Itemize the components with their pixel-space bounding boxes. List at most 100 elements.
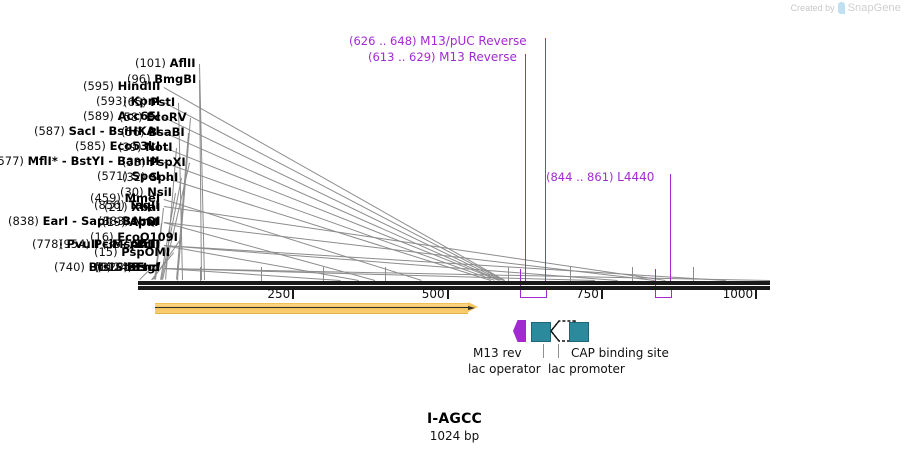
enzyme-position: (593) xyxy=(96,94,131,108)
enzyme-label: (585) Eco53kI xyxy=(75,139,160,153)
enzyme-position: (571) xyxy=(97,169,132,183)
orf-arrow xyxy=(155,302,478,314)
enzyme-label: (838) EarI - SapI - BspQI xyxy=(8,214,160,228)
enzyme-name: NsiI xyxy=(147,185,172,199)
ruler-minor-tick xyxy=(570,267,572,281)
enzyme-name: BstYI xyxy=(70,154,105,168)
enzyme-label: (577) MflI* - BstYI - BamHI xyxy=(0,154,160,168)
snapgene-credit: Created by SnapGene xyxy=(791,2,901,14)
cap-binding-site-glyph[interactable] xyxy=(569,322,589,342)
enzyme-name: SphI xyxy=(149,170,179,184)
enzyme-name: BamHI xyxy=(117,154,160,168)
enzyme-position: (595) xyxy=(83,79,118,93)
enzyme-label: (58) EcoRV xyxy=(119,110,187,124)
enzyme-label: (954) PciI - AflIII xyxy=(59,237,160,251)
feature-vertical-line xyxy=(545,38,546,281)
m13-rev-glyph[interactable] xyxy=(513,320,526,342)
legend-connector xyxy=(543,344,544,358)
enzyme-name: NruI xyxy=(132,214,161,228)
enzyme-label: (587) SacI - BsiHKAI xyxy=(34,124,160,138)
enzyme-name: PstI xyxy=(150,95,176,109)
enzyme-label: (19) ApaI xyxy=(102,215,158,229)
enzyme-position: (585) xyxy=(75,139,110,153)
enzyme-label: (593) KpnI xyxy=(96,94,160,108)
enzyme-name: ApaI xyxy=(129,215,159,229)
ruler-minor-tick xyxy=(384,267,386,281)
enzyme-position: (65) xyxy=(123,95,151,109)
enzyme-position: (30) xyxy=(120,185,148,199)
enzyme-name: BmgBI xyxy=(154,72,197,86)
enzyme-label: (0) Start xyxy=(95,260,148,274)
feature-annotation-label: (844 .. 861) L4440 xyxy=(546,170,654,184)
enzyme-name: Eco53kI xyxy=(109,139,161,153)
enzyme-label: (1024) End xyxy=(94,260,160,274)
ruler-minor-tick xyxy=(261,267,263,281)
enzyme-position: (33) xyxy=(122,155,150,169)
l4440-bracket xyxy=(655,290,672,298)
enzyme-position: (21) xyxy=(104,200,132,214)
ruler-minor-tick xyxy=(323,267,325,281)
enzyme-position: (383) xyxy=(98,214,133,228)
feature-annotation-label: (626 .. 648) M13/pUC Reverse xyxy=(349,34,527,48)
ruler-minor-tick xyxy=(631,267,633,281)
enzyme-separator: - xyxy=(68,214,81,228)
enzyme-name: NotI xyxy=(145,140,173,154)
enzyme-label: (101) AflII xyxy=(135,56,196,70)
enzyme-separator: - xyxy=(113,260,127,274)
ruler-major-tick xyxy=(600,290,603,299)
enzyme-position: (328) xyxy=(97,260,132,274)
enzyme-label: (65) PstI xyxy=(123,95,175,109)
enzyme-position: (856) xyxy=(94,198,129,212)
enzyme-name: XbaI xyxy=(131,200,161,214)
enzyme-name: TaqII xyxy=(128,198,160,212)
feature-range: (844 .. 861) xyxy=(546,170,618,184)
feature-vertical-line xyxy=(525,54,526,281)
ruler-major-tick xyxy=(446,290,449,299)
feature-name: L4440 xyxy=(617,170,655,184)
enzyme-separator: - xyxy=(109,214,123,228)
enzyme-position: (357) xyxy=(102,237,137,251)
enzyme-name: PspXI xyxy=(149,155,186,169)
enzyme-position: (778) xyxy=(32,237,67,251)
enzyme-position: (39) xyxy=(118,140,146,154)
enzyme-name: BtsαI xyxy=(126,260,161,274)
m13-puc-reverse-bracket xyxy=(520,290,547,298)
orf-arrowhead-core xyxy=(468,306,475,310)
enzyme-name: AflIII xyxy=(129,237,161,251)
enzyme-separator: - xyxy=(117,237,130,251)
enzyme-name: End xyxy=(135,260,161,274)
lac-operator-glyph[interactable] xyxy=(531,322,551,342)
enzyme-position: (101) xyxy=(135,56,170,70)
plasmid-length: 1024 bp xyxy=(429,429,480,443)
enzyme-name: PciI xyxy=(93,237,118,251)
enzyme-name: BsaBI xyxy=(148,125,185,139)
enzyme-position: (577) xyxy=(0,154,24,168)
enzyme-position: (1024) xyxy=(94,260,136,274)
enzyme-position: (56) xyxy=(121,125,149,139)
credit-brand: SnapGene xyxy=(847,2,901,14)
credit-prefix: Created by xyxy=(790,3,835,13)
orf-center-line xyxy=(155,307,468,308)
ruler-major-tick xyxy=(292,290,295,299)
enzyme-position: (587) xyxy=(34,124,69,138)
feature-range: (613 .. 629) xyxy=(368,50,440,64)
enzyme-label: (740) BtsI - BtsαI xyxy=(54,260,160,274)
ruler-tick-label: 1000 xyxy=(722,287,754,301)
ruler-minor-tick xyxy=(199,267,201,281)
enzyme-name: Start xyxy=(114,260,148,274)
ruler-tick-label: 750 xyxy=(575,287,599,301)
enzyme-label: (39) NotI xyxy=(118,140,173,154)
enzyme-label: (33) PspXI xyxy=(122,155,186,169)
orf-body xyxy=(155,303,468,314)
bracket-stub xyxy=(655,269,656,290)
enzyme-name: HindIII xyxy=(117,79,161,93)
enzyme-name: MflI* xyxy=(27,154,58,168)
enzyme-label: (16) EcoO109I xyxy=(90,230,178,244)
enzyme-label: (778) PvuII - MspA1I xyxy=(32,237,160,251)
ruler-bar xyxy=(138,281,770,285)
leader-line xyxy=(163,177,491,281)
enzyme-separator: - xyxy=(57,154,71,168)
enzyme-name: KpnI xyxy=(130,94,161,108)
enzyme-position: (58) xyxy=(119,110,147,124)
